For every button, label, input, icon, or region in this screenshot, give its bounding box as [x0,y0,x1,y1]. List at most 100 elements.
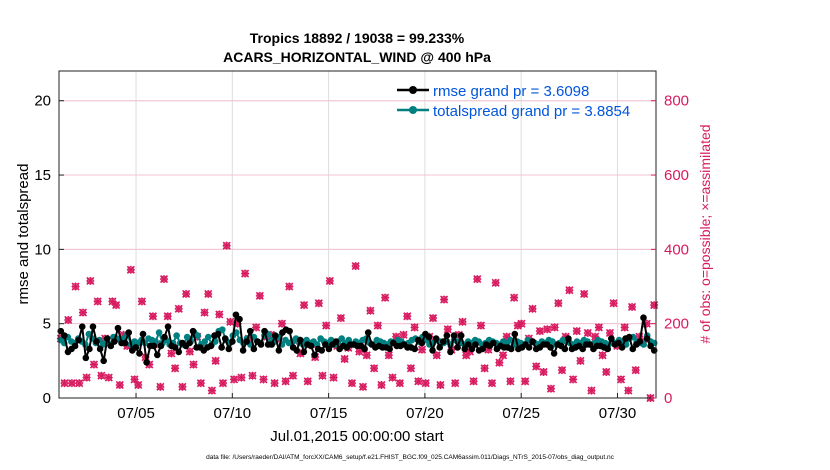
obs-marker [565,286,574,295]
rmse-point [640,314,647,322]
obs-marker [627,302,637,312]
totalspread-point [173,332,180,339]
y2-tick-label: 0 [664,390,672,407]
rmse-point [243,338,250,345]
rmse-point [511,330,519,338]
obs-marker [89,360,99,369]
obs-marker [277,319,287,328]
rmse-point [232,311,240,319]
x-tick-label: 07/15 [310,405,348,422]
rmse-point [297,336,304,344]
obs-marker [362,351,371,360]
obs-marker [329,373,338,382]
obs-marker [259,375,268,384]
y2-tick-label: 800 [664,93,689,110]
obs-marker [421,379,430,388]
rmse-point [89,323,97,330]
obs-marker [137,297,146,306]
obs-marker [336,314,345,323]
obs-marker [270,379,279,388]
obs-marker [443,325,452,334]
rmse-point [214,330,222,338]
obs-marker [414,377,423,386]
rmse-point [75,336,82,344]
obs-marker [200,308,209,317]
rmse-point [625,333,633,341]
chart-title: Tropics 18892 / 19038 = 99.233% [250,30,465,46]
rmse-point [229,338,236,345]
obs-marker [458,317,467,326]
obs-marker [462,351,471,360]
rmse-point [561,345,569,353]
obs-marker [498,351,508,360]
obs-marker [252,323,261,332]
totalspread-point [218,326,226,333]
obs-marker [587,386,596,395]
obs-marker [370,364,379,373]
obs-marker [539,367,548,377]
obs-marker [436,380,445,390]
obs-marker [351,262,360,271]
obs-marker [60,379,69,388]
obs-marker [71,282,80,291]
obs-marker [222,241,231,250]
rmse-point [436,344,444,351]
rmse-point [472,341,479,348]
obs-marker [285,282,294,291]
obs-marker [395,379,404,388]
rmse-point [386,345,393,353]
y2-tick-label: 200 [664,316,689,333]
legend-marker-rmse [409,86,417,94]
obs-marker [340,354,349,364]
rmse-point [604,345,612,353]
rmse-point [246,327,254,335]
obs-marker [410,323,419,332]
rmse-point [608,335,615,342]
x-tick-label: 07/25 [502,405,540,422]
rmse-point [361,345,368,353]
obs-marker [399,330,408,339]
obs-marker [513,321,522,330]
rmse-point [429,347,436,354]
rmse-point [136,350,143,357]
y-tick-label: 10 [34,241,51,258]
rmse-point [71,342,79,350]
rmse-point [103,335,111,342]
obs-marker [167,349,176,358]
rmse-point [207,342,215,350]
rmse-point [186,339,193,347]
rmse-point [447,348,454,356]
obs-marker [650,301,659,310]
y-axis-label: rmse and totalspread [15,164,32,305]
obs-marker [417,345,427,354]
x-tick-label: 07/10 [214,405,252,422]
obs-marker [620,323,629,332]
y-tick-label: 0 [43,390,51,407]
rmse-point [236,315,243,323]
obs-marker [358,382,368,391]
obs-marker [299,301,309,310]
obs-marker [171,364,180,373]
obs-marker [174,304,183,313]
obs-marker [598,351,607,360]
x-axis-ticks: 07/05 07/10 07/15 07/20 07/25 07/30 [117,393,636,422]
rmse-point [579,345,587,353]
obs-marker [241,269,250,278]
rmse-point [650,347,658,354]
obs-marker [303,377,312,386]
totalspread-point [194,332,202,339]
y2-tick-label: 400 [664,241,689,258]
totalspread-point [204,333,212,341]
rmse-point [618,344,626,351]
rmse-point [439,338,447,345]
rmse-point [121,339,129,347]
obs-marker [288,371,298,380]
obs-marker [196,379,205,388]
y-axis-ticks: 0 5 10 15 20 [34,93,64,407]
obs-marker [580,289,589,299]
rmse-point [107,342,115,350]
rmse-point [586,341,594,348]
totalspread-point [183,333,191,341]
rmse-point [325,345,333,353]
obs-marker [207,386,217,395]
